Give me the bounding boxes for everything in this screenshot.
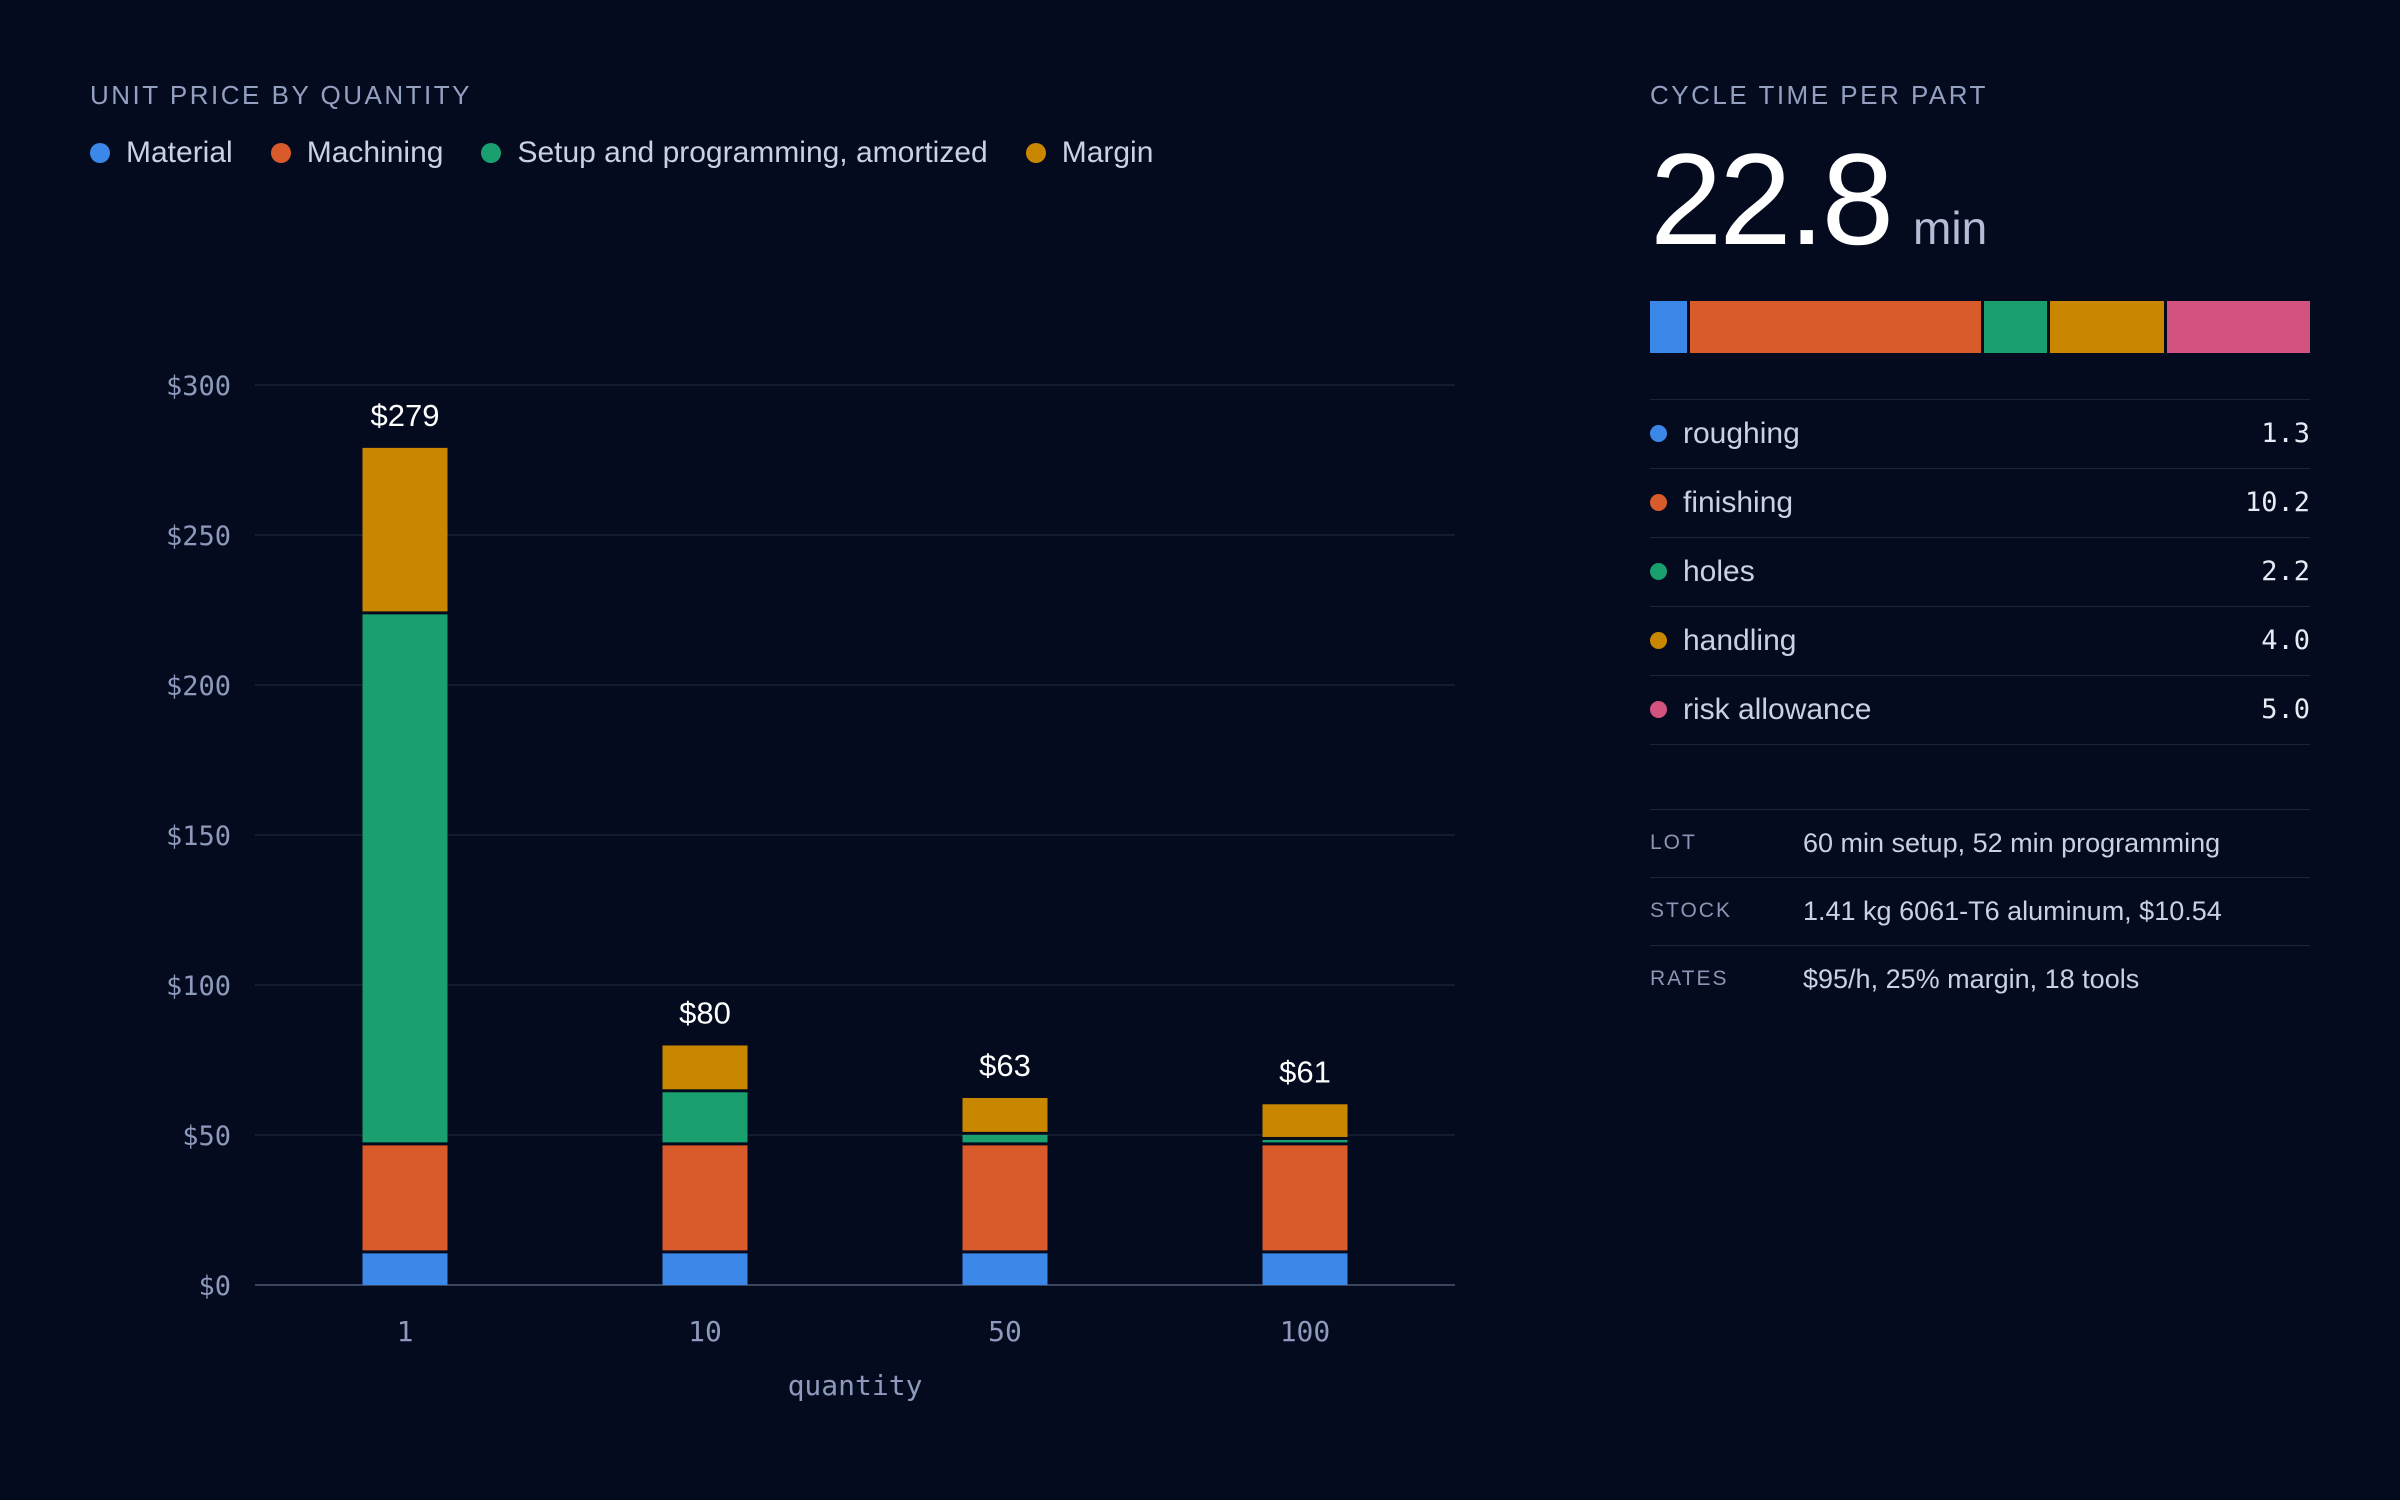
cycle-time-value: 22.8 xyxy=(1650,126,1894,272)
bar-100-material xyxy=(1262,1253,1348,1285)
detail-row-rates: RATES $95/h, 25% margin, 18 tools xyxy=(1650,946,2310,1013)
bar-50-material xyxy=(962,1253,1048,1285)
bar-10-machining xyxy=(662,1145,748,1251)
bar-10-setup xyxy=(662,1092,748,1143)
y-tick-label-0: $0 xyxy=(198,1271,231,1302)
legend-label-material: Material xyxy=(126,136,233,169)
y-tick-label-100: $100 xyxy=(166,971,231,1002)
cycle-time-stack-bar xyxy=(1650,300,2310,353)
legend-item-machining: Machining xyxy=(270,136,444,170)
breakdown-label-risk-allowance: risk allowance xyxy=(1683,692,1872,726)
legend-item-setup: Setup and programming, amortized xyxy=(481,136,988,170)
detail-value-rates: $95/h, 25% margin, 18 tools xyxy=(1803,963,2140,994)
bar-1-setup xyxy=(362,614,448,1143)
breakdown-row-handling: handling 4.0 xyxy=(1650,607,2310,676)
breakdown-value-risk-allowance: 5.0 xyxy=(2261,694,2310,725)
detail-key-lot: LOT xyxy=(1650,831,1697,854)
legend-swatch-margin xyxy=(1025,143,1046,163)
breakdown-label-roughing: roughing xyxy=(1683,416,1800,450)
breakdown-value-finishing: 10.2 xyxy=(2244,487,2310,518)
breakdown-dot-holes xyxy=(1650,563,1667,580)
chart-legend: Material Machining Setup and programming… xyxy=(90,136,1191,170)
breakdown-label-finishing: finishing xyxy=(1683,485,1794,519)
cycle-time-readout: 22.8 min xyxy=(1650,125,2310,275)
stack-segment-risk-allowance xyxy=(2167,300,2310,353)
bar-50-margin xyxy=(962,1097,1048,1132)
legend-swatch-machining xyxy=(270,143,291,163)
x-tick-label-1: 1 xyxy=(397,1315,414,1348)
breakdown-value-holes: 2.2 xyxy=(2261,556,2310,587)
x-axis-label: quantity xyxy=(788,1369,923,1402)
bar-10-material xyxy=(662,1253,748,1285)
y-tick-label-50: $50 xyxy=(182,1121,231,1152)
legend-label-margin: Margin xyxy=(1061,136,1154,169)
bar-total-label-1: $279 xyxy=(371,398,440,433)
bar-100-machining xyxy=(1262,1145,1348,1251)
stack-segment-holes xyxy=(1984,300,2048,353)
detail-row-stock: STOCK 1.41 kg 6061-T6 aluminum, $10.54 xyxy=(1650,878,2310,946)
job-details: LOT 60 min setup, 52 min programming STO… xyxy=(1650,808,2310,1013)
stack-segment-finishing xyxy=(1690,300,1982,353)
detail-row-lot: LOT 60 min setup, 52 min programming xyxy=(1650,810,2310,878)
y-tick-label-250: $250 xyxy=(166,521,231,552)
x-tick-label-10: 10 xyxy=(688,1315,722,1348)
legend-label-machining: Machining xyxy=(306,136,444,169)
breakdown-dot-roughing xyxy=(1650,425,1667,442)
bar-1-margin xyxy=(362,447,448,612)
legend-label-setup: Setup and programming, amortized xyxy=(517,136,988,169)
bar-1-machining xyxy=(362,1145,448,1251)
legend-swatch-material xyxy=(90,143,110,163)
bar-50-setup xyxy=(962,1134,1048,1143)
cycle-time-unit: min xyxy=(1913,202,1988,254)
detail-value-stock: 1.41 kg 6061-T6 aluminum, $10.54 xyxy=(1803,895,2222,926)
breakdown-row-risk-allowance: risk allowance 5.0 xyxy=(1650,676,2310,745)
cycle-time-breakdown: roughing 1.3 finishing 10.2 holes 2.2 ha… xyxy=(1650,398,2310,745)
breakdown-dot-finishing xyxy=(1650,494,1667,511)
bar-total-label-10: $80 xyxy=(679,995,731,1030)
breakdown-dot-handling xyxy=(1650,632,1667,649)
breakdown-row-roughing: roughing 1.3 xyxy=(1650,400,2310,469)
x-tick-label-100: 100 xyxy=(1280,1315,1331,1348)
y-tick-label-300: $300 xyxy=(166,371,231,402)
detail-value-lot: 60 min setup, 52 min programming xyxy=(1803,827,2221,858)
breakdown-label-handling: handling xyxy=(1683,623,1797,657)
stack-segment-handling xyxy=(2050,300,2165,353)
breakdown-value-handling: 4.0 xyxy=(2261,625,2310,656)
y-tick-label-200: $200 xyxy=(166,671,231,702)
bar-50-machining xyxy=(962,1145,1048,1251)
y-tick-label-150: $150 xyxy=(166,821,231,852)
breakdown-value-roughing: 1.3 xyxy=(2261,418,2310,449)
legend-swatch-setup xyxy=(481,143,502,163)
cycle-time-title: CYCLE TIME PER PART xyxy=(1650,80,1988,110)
unit-price-chart: $0 $50 $100 $150 $200 $250 $300 $279 1 $80 10 $63 50… xyxy=(166,371,1455,1402)
x-tick-label-50: 50 xyxy=(988,1315,1022,1348)
chart-title: UNIT PRICE BY QUANTITY xyxy=(90,80,472,110)
bar-total-label-50: $63 xyxy=(979,1048,1031,1083)
bar-100-margin xyxy=(1262,1104,1348,1137)
cycle-time-panel: CYCLE TIME PER PART 22.8 min roughing 1.… xyxy=(1650,80,2310,1013)
stack-segment-roughing xyxy=(1650,300,1688,353)
bar-1-material xyxy=(362,1253,448,1285)
breakdown-dot-risk-allowance xyxy=(1650,701,1667,718)
bar-100-setup xyxy=(1262,1139,1348,1143)
detail-key-rates: RATES xyxy=(1650,967,1729,990)
breakdown-label-holes: holes xyxy=(1683,554,1755,588)
breakdown-row-finishing: finishing 10.2 xyxy=(1650,469,2310,538)
legend-item-material: Material xyxy=(90,136,233,170)
breakdown-row-holes: holes 2.2 xyxy=(1650,538,2310,607)
detail-key-stock: STOCK xyxy=(1650,899,1732,922)
legend-item-margin: Margin xyxy=(1025,136,1154,170)
bar-10-margin xyxy=(662,1045,748,1090)
bar-total-label-100: $61 xyxy=(1279,1054,1331,1089)
